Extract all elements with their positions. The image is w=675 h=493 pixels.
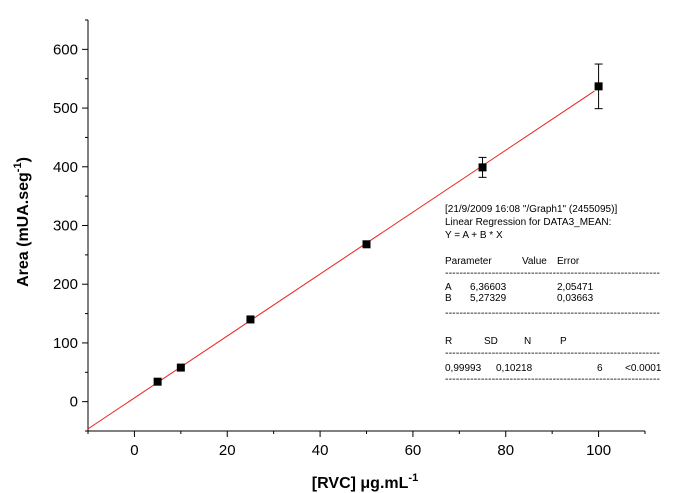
y-axis: 0 100 200 300 400 500 600: [53, 19, 89, 432]
data-point: [362, 240, 371, 249]
x-tick-label: 20: [219, 442, 236, 459]
data-point: [246, 315, 255, 324]
data-point: [176, 363, 185, 372]
fit-line-group: [87, 90, 595, 430]
stat-header: P: [560, 336, 567, 347]
data-point: [153, 377, 162, 386]
divider: ----------------------------------------…: [445, 374, 660, 385]
param-name: B: [445, 293, 452, 304]
param-name: A: [445, 282, 452, 293]
stat-value: 0,10218: [496, 363, 533, 374]
info-header-line: [21/9/2009 16:08 "/Graph1" (2455095)]: [445, 204, 617, 215]
y-tick-label: 300: [53, 218, 78, 235]
data-points: [153, 63, 603, 386]
divider: ----------------------------------------…: [445, 348, 660, 359]
y-tick-label: 600: [53, 41, 78, 58]
param-header: Parameter: [445, 256, 492, 267]
param-error: 0,03663: [557, 293, 594, 304]
divider: ----------------------------------------…: [445, 268, 660, 279]
regression-line: [87, 90, 595, 430]
x-axis-title: [RVC] μg.mL-1: [312, 472, 418, 492]
y-tick-label: 100: [53, 335, 78, 352]
regression-info-box: [21/9/2009 16:08 "/Graph1" (2455095)] Li…: [445, 204, 662, 385]
info-header-line: Y = A + B * X: [445, 230, 503, 241]
stat-header: R: [445, 336, 452, 347]
divider: ----------------------------------------…: [445, 308, 660, 319]
data-point: [478, 163, 487, 172]
x-tick-label: 0: [130, 442, 138, 459]
y-tick-label: 400: [53, 159, 78, 176]
param-error: 2,05471: [557, 282, 594, 293]
stat-header: SD: [484, 336, 498, 347]
param-value: 6,36603: [470, 282, 507, 293]
x-tick-label: 80: [497, 442, 514, 459]
y-tick-label: 200: [53, 276, 78, 293]
stat-value: <0.0001: [625, 363, 662, 374]
x-tick-label: 60: [405, 442, 422, 459]
x-axis: 0 20 40 60 80 100: [87, 430, 646, 459]
y-tick-label: 500: [53, 100, 78, 117]
data-point: [594, 82, 603, 91]
param-value: 5,27329: [470, 293, 507, 304]
info-header-line: Linear Regression for DATA3_MEAN:: [445, 217, 611, 228]
x-tick-label: 40: [312, 442, 329, 459]
stat-value: 6: [597, 363, 603, 374]
x-tick-label: 100: [586, 442, 611, 459]
y-axis-title: Area (mUA.seg-1): [12, 157, 32, 287]
y-tick-label: 0: [70, 394, 78, 411]
param-header: Value: [522, 256, 547, 267]
param-header: Error: [557, 256, 580, 267]
stat-value: 0,99993: [445, 363, 482, 374]
stat-header: N: [524, 336, 531, 347]
